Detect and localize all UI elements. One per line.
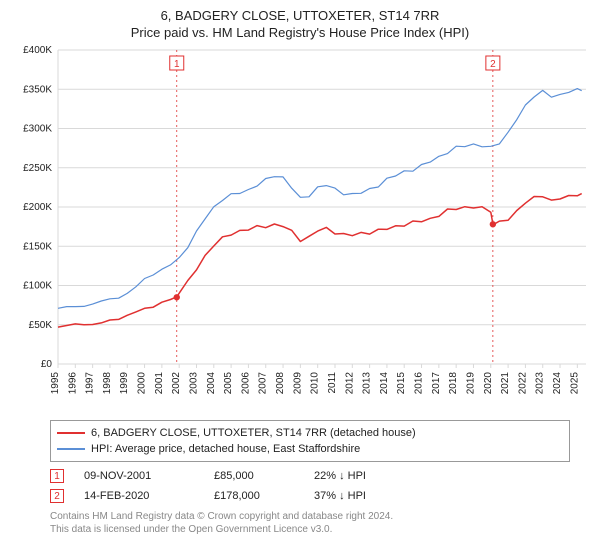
svg-text:£150K: £150K — [23, 241, 52, 252]
svg-text:2016: 2016 — [414, 372, 425, 395]
svg-text:2007: 2007 — [258, 372, 269, 395]
svg-text:2021: 2021 — [500, 372, 511, 395]
legend-label: 6, BADGERY CLOSE, UTTOXETER, ST14 7RR (d… — [91, 425, 416, 441]
transaction-price: £85,000 — [214, 470, 294, 482]
svg-text:2020: 2020 — [483, 372, 494, 395]
transaction-marker: 2 — [50, 489, 64, 503]
transaction-delta: 22% ↓ HPI — [314, 470, 414, 482]
footnote-line1: Contains HM Land Registry data © Crown c… — [50, 510, 570, 523]
transaction-price: £178,000 — [214, 490, 294, 502]
svg-text:2025: 2025 — [569, 372, 580, 395]
svg-text:1997: 1997 — [85, 372, 96, 395]
svg-text:1995: 1995 — [50, 372, 61, 395]
footnote-line2: This data is licensed under the Open Gov… — [50, 523, 570, 536]
svg-text:2003: 2003 — [188, 372, 199, 395]
svg-text:2: 2 — [490, 59, 496, 70]
transaction-row: 1 09-NOV-2001 £85,000 22% ↓ HPI — [50, 466, 570, 486]
svg-text:£50K: £50K — [29, 320, 53, 331]
transaction-row: 2 14-FEB-2020 £178,000 37% ↓ HPI — [50, 486, 570, 506]
svg-text:£0: £0 — [41, 359, 53, 370]
svg-text:2023: 2023 — [535, 372, 546, 395]
svg-text:2013: 2013 — [362, 372, 373, 395]
svg-text:2002: 2002 — [171, 372, 182, 395]
svg-text:2004: 2004 — [206, 372, 217, 395]
svg-text:2001: 2001 — [154, 372, 165, 395]
transaction-date: 09-NOV-2001 — [84, 470, 194, 482]
svg-text:2019: 2019 — [465, 372, 476, 395]
footnote: Contains HM Land Registry data © Crown c… — [50, 510, 570, 536]
svg-text:2010: 2010 — [310, 372, 321, 395]
svg-text:£200K: £200K — [23, 202, 52, 213]
title-line1: 6, BADGERY CLOSE, UTTOXETER, ST14 7RR — [10, 8, 590, 23]
svg-text:2022: 2022 — [517, 372, 528, 395]
svg-text:£100K: £100K — [23, 281, 52, 292]
title-line2: Price paid vs. HM Land Registry's House … — [10, 25, 590, 40]
svg-text:2017: 2017 — [431, 372, 442, 395]
legend-swatch — [57, 448, 85, 450]
svg-text:2011: 2011 — [327, 372, 338, 394]
svg-text:2024: 2024 — [552, 372, 563, 395]
legend-swatch — [57, 432, 85, 434]
svg-text:1: 1 — [174, 59, 180, 70]
svg-text:2006: 2006 — [240, 372, 251, 395]
svg-text:2012: 2012 — [344, 372, 355, 395]
svg-text:2018: 2018 — [448, 372, 459, 395]
svg-text:1996: 1996 — [67, 372, 78, 395]
svg-text:£250K: £250K — [23, 163, 52, 174]
plot-svg: £0 £50K £100K £150K £200K £250K £300K £350K £400… — [10, 46, 590, 416]
transactions-table: 1 09-NOV-2001 £85,000 22% ↓ HPI 2 14-FEB-2020… — [50, 466, 570, 506]
svg-text:2009: 2009 — [292, 372, 303, 395]
svg-text:£350K: £350K — [23, 84, 52, 95]
svg-text:2005: 2005 — [223, 372, 234, 395]
svg-text:£400K: £400K — [23, 46, 52, 56]
transaction-marker: 1 — [50, 469, 64, 483]
svg-text:2000: 2000 — [137, 372, 148, 395]
legend-row: HPI: Average price, detached house, East… — [57, 441, 563, 457]
transaction-delta: 37% ↓ HPI — [314, 490, 414, 502]
svg-text:£300K: £300K — [23, 124, 52, 135]
svg-text:2008: 2008 — [275, 372, 286, 395]
legend-row: 6, BADGERY CLOSE, UTTOXETER, ST14 7RR (d… — [57, 425, 563, 441]
svg-text:2014: 2014 — [379, 372, 390, 395]
legend-label: HPI: Average price, detached house, East… — [91, 441, 360, 457]
svg-text:1999: 1999 — [119, 372, 130, 395]
transaction-date: 14-FEB-2020 — [84, 490, 194, 502]
legend: 6, BADGERY CLOSE, UTTOXETER, ST14 7RR (d… — [50, 420, 570, 462]
svg-text:1998: 1998 — [102, 372, 113, 395]
chart: £0 £50K £100K £150K £200K £250K £300K £350K £400… — [10, 46, 590, 416]
svg-text:2015: 2015 — [396, 372, 407, 395]
